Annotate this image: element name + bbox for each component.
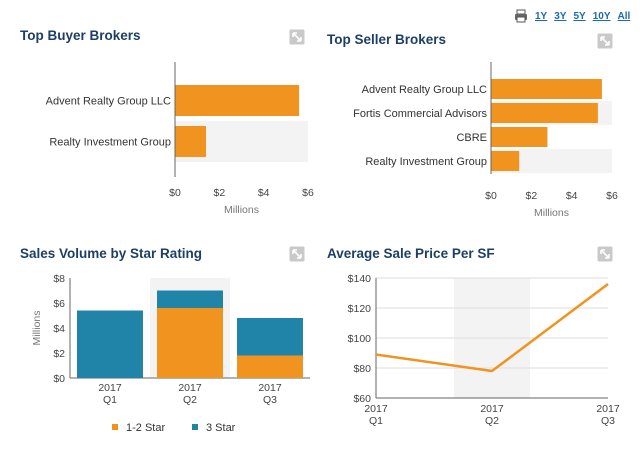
volume-bar-3-star (157, 290, 223, 308)
volume-bar-1-2-star (237, 355, 303, 378)
volume-y-tick-label: $4 (53, 323, 65, 335)
price-y-tick-label: $60 (353, 393, 371, 405)
volume-x-tick-label: 2017 (178, 382, 202, 394)
volume-x-tick-label: 2017 (258, 382, 282, 394)
price-y-tick-label: $80 (353, 363, 371, 375)
price-expand-icon[interactable] (597, 246, 613, 262)
buyer-x-tick-label: $6 (302, 187, 314, 199)
price-x-tick-label: 2017 (596, 403, 620, 415)
legend-swatch (192, 424, 198, 430)
seller-category-label: CBRE (456, 132, 487, 144)
volume-y-axis-title: Millions (31, 310, 43, 345)
buyer-bar (175, 126, 207, 157)
volume-y-tick-label: $6 (53, 298, 65, 310)
volume-x-tick-label: Q1 (103, 394, 117, 406)
buyer-panel-title: Top Buyer Brokers (20, 28, 141, 43)
volume-y-tick-label: $2 (53, 348, 65, 360)
range-10y-link[interactable]: 10Y (592, 10, 611, 22)
price-x-tick-label: 2017 (480, 403, 504, 415)
price-x-tick-label: Q3 (601, 415, 615, 427)
seller-bar (491, 79, 602, 99)
seller-category-label: Realty Investment Group (365, 156, 487, 168)
legend-swatch (112, 424, 118, 430)
seller-x-tick-label: $6 (606, 190, 618, 202)
volume-y-tick-label: $8 (53, 273, 65, 285)
volume-x-tick-label: Q2 (183, 394, 197, 406)
buyer-x-tick-label: $0 (169, 187, 181, 199)
volume-bar-3-star (77, 310, 143, 378)
buyer-x-tick-label: $4 (258, 187, 270, 199)
volume-panel-title: Sales Volume by Star Rating (20, 246, 203, 261)
seller-x-tick-label: $0 (485, 190, 497, 202)
volume-x-tick-label: 2017 (98, 382, 122, 394)
range-1y-link[interactable]: 1Y (535, 10, 548, 22)
seller-panel-title: Top Seller Brokers (327, 32, 447, 47)
volume-bar-3-star (237, 318, 303, 356)
seller-expand-icon[interactable] (597, 33, 613, 49)
seller-bar (491, 103, 598, 123)
buyer-bar (175, 85, 300, 116)
legend-label: 1-2 Star (126, 422, 165, 434)
range-3y-link[interactable]: 3Y (554, 10, 567, 22)
price-x-tick-label: Q1 (369, 415, 383, 427)
seller-category-label: Fortis Commercial Advisors (353, 108, 487, 120)
seller-category-label: Advent Realty Group LLC (362, 84, 487, 96)
seller-bar (491, 127, 548, 147)
legend-label: 3 Star (206, 422, 236, 434)
volume-bar-1-2-star (157, 308, 223, 378)
seller-bar (491, 151, 520, 171)
printer-icon[interactable] (514, 9, 528, 23)
volume-expand-icon[interactable] (289, 246, 305, 262)
volume-y-tick-label: $0 (53, 373, 65, 385)
seller-x-tick-label: $2 (525, 190, 537, 202)
price-y-tick-label: $100 (348, 333, 372, 345)
buyer-x-tick-label: $2 (213, 187, 225, 199)
buyer-category-label: Realty Investment Group (49, 137, 171, 149)
price-series-line (375, 283, 609, 373)
buyer-x-axis-title: Millions (224, 204, 259, 216)
price-panel-title: Average Sale Price Per SF (327, 246, 495, 261)
range-5y-link[interactable]: 5Y (573, 10, 586, 22)
seller-x-axis-title: Millions (534, 207, 569, 219)
price-y-tick-label: $140 (348, 273, 372, 285)
buyer-expand-icon[interactable] (289, 29, 305, 45)
buyer-category-label: Advent Realty Group LLC (46, 96, 171, 108)
price-y-tick-label: $120 (348, 303, 372, 315)
price-x-tick-label: Q2 (485, 415, 499, 427)
price-x-tick-label: 2017 (364, 403, 388, 415)
range-all-link[interactable]: All (617, 10, 631, 22)
time-range-toolbar: 1Y 3Y 5Y 10Y All (514, 8, 630, 24)
volume-x-tick-label: Q3 (263, 394, 277, 406)
seller-x-tick-label: $4 (566, 190, 578, 202)
